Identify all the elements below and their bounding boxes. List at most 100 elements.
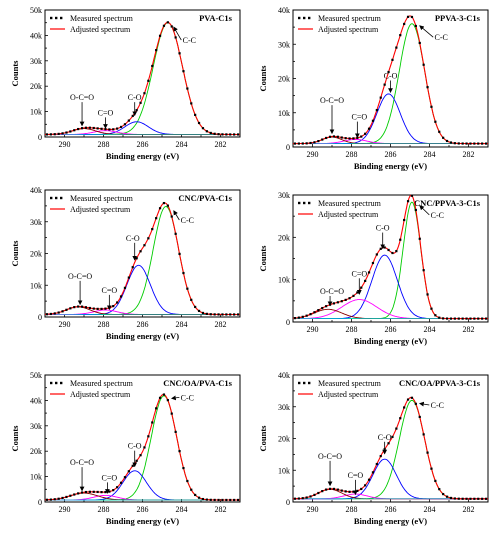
y-axis-label: Counts [258, 425, 268, 452]
measured-point [166, 204, 169, 207]
measured-point [190, 298, 193, 301]
panel-4: 290 288 286 284 282 0 10k 20k 30k Binding energy … [258, 191, 489, 346]
measured-point [80, 305, 84, 308]
measured-point [453, 497, 456, 500]
legend-label-adjusted: Adjusted spectrum [318, 25, 379, 34]
measured-point [469, 317, 472, 320]
measured-point [116, 301, 119, 304]
measured-point [430, 105, 433, 108]
measured-point [414, 402, 417, 405]
y-tick-label: 0 [38, 133, 42, 142]
measured-point [127, 119, 130, 122]
panel-6: 290 288 286 284 282 0 10k 20k 30k 40k Binding ener… [258, 371, 489, 526]
legend-marker-measured [308, 201, 311, 205]
peak-label-cc: C-C [183, 36, 196, 45]
measured-point [108, 490, 111, 493]
measured-point [73, 129, 76, 132]
panel-title: PVA-C1s [199, 13, 233, 23]
measured-point [112, 304, 115, 308]
panel-title: PPVA-3-C1s [435, 13, 481, 23]
measured-point [112, 489, 115, 492]
legend-marker-measured [60, 16, 63, 20]
measured-point [465, 142, 468, 145]
x-tick-label: 282 [463, 505, 475, 514]
measured-point [438, 488, 441, 491]
measured-point [360, 286, 363, 289]
measured-point [45, 133, 49, 136]
y-tick-label: 0 [286, 143, 290, 152]
measured-point [119, 125, 123, 129]
panel-2: 290 288 286 284 282 0 10k 20k 30k 40k Binding ener… [258, 6, 489, 171]
measured-point [426, 451, 429, 454]
measured-point [201, 127, 205, 130]
measured-point [293, 317, 297, 320]
measured-point [143, 446, 146, 449]
measured-point [197, 121, 201, 125]
measured-point [233, 313, 236, 316]
peak-label-cc: C-C [181, 216, 194, 225]
x-tick-label: 284 [176, 320, 188, 329]
measured-point [205, 312, 208, 315]
measured-point [104, 491, 107, 494]
y-tick-label: 20k [30, 82, 42, 91]
measured-point [147, 79, 150, 82]
component-cc-curve [45, 22, 240, 135]
measured-point [445, 139, 449, 143]
x-tick-label: 284 [424, 325, 436, 334]
legend-marker-measured [55, 196, 58, 200]
peak-label-oco: O-C=O [70, 458, 94, 467]
measured-point [422, 433, 425, 436]
measured-point [414, 208, 417, 212]
y-tick-label: 30k [278, 403, 290, 412]
x-tick-label: 282 [463, 150, 475, 159]
measured-point [88, 490, 91, 493]
peak-label-cc: C-C [431, 401, 444, 410]
y-tick-label: 40k [30, 396, 42, 405]
x-tick-label: 286 [137, 505, 149, 514]
measured-point [449, 317, 453, 320]
y-tick-label: 30k [278, 191, 290, 200]
x-tick-label: 284 [176, 140, 188, 149]
measured-point [190, 488, 193, 491]
measured-point [88, 306, 91, 310]
measured-point [340, 300, 343, 303]
measured-point [49, 133, 52, 136]
measured-point [367, 271, 371, 274]
measured-point [379, 96, 382, 99]
measured-point [403, 22, 406, 26]
measured-point [469, 142, 472, 145]
measured-point [477, 142, 480, 145]
legend-marker-measured [60, 196, 63, 200]
x-tick-label: 288 [346, 505, 358, 514]
measured-point [182, 466, 185, 470]
measured-point [166, 399, 169, 402]
measured-point [438, 316, 441, 319]
measured-point [221, 313, 224, 316]
measured-point [53, 498, 56, 501]
y-axis-label: Counts [258, 245, 268, 272]
measured-point [313, 141, 316, 144]
measured-point [80, 127, 84, 130]
y-axis-label: Counts [10, 60, 20, 87]
panel-title: CNC/OA/PVA-C1s [163, 378, 232, 388]
measured-point [201, 497, 205, 501]
x-tick-label: 282 [215, 140, 227, 149]
measured-point [131, 266, 134, 269]
legend-marker-measured [298, 381, 301, 385]
measured-point [375, 462, 378, 466]
y-tick-label: 20k [30, 447, 42, 456]
measured-point [92, 490, 95, 493]
x-axis-label: Binding energy (eV) [354, 336, 427, 346]
peak-label-oco: O-C=O [70, 93, 94, 102]
measured-point [209, 313, 212, 316]
measured-point [410, 15, 414, 19]
measured-point [317, 309, 320, 312]
y-tick-label: 40k [30, 31, 42, 40]
measured-point [77, 127, 80, 131]
x-tick-label: 290 [307, 325, 319, 334]
measured-point [445, 495, 449, 498]
measured-point [453, 317, 456, 320]
measured-point [309, 313, 312, 316]
measured-point [73, 306, 76, 309]
legend-marker-measured [308, 16, 311, 20]
